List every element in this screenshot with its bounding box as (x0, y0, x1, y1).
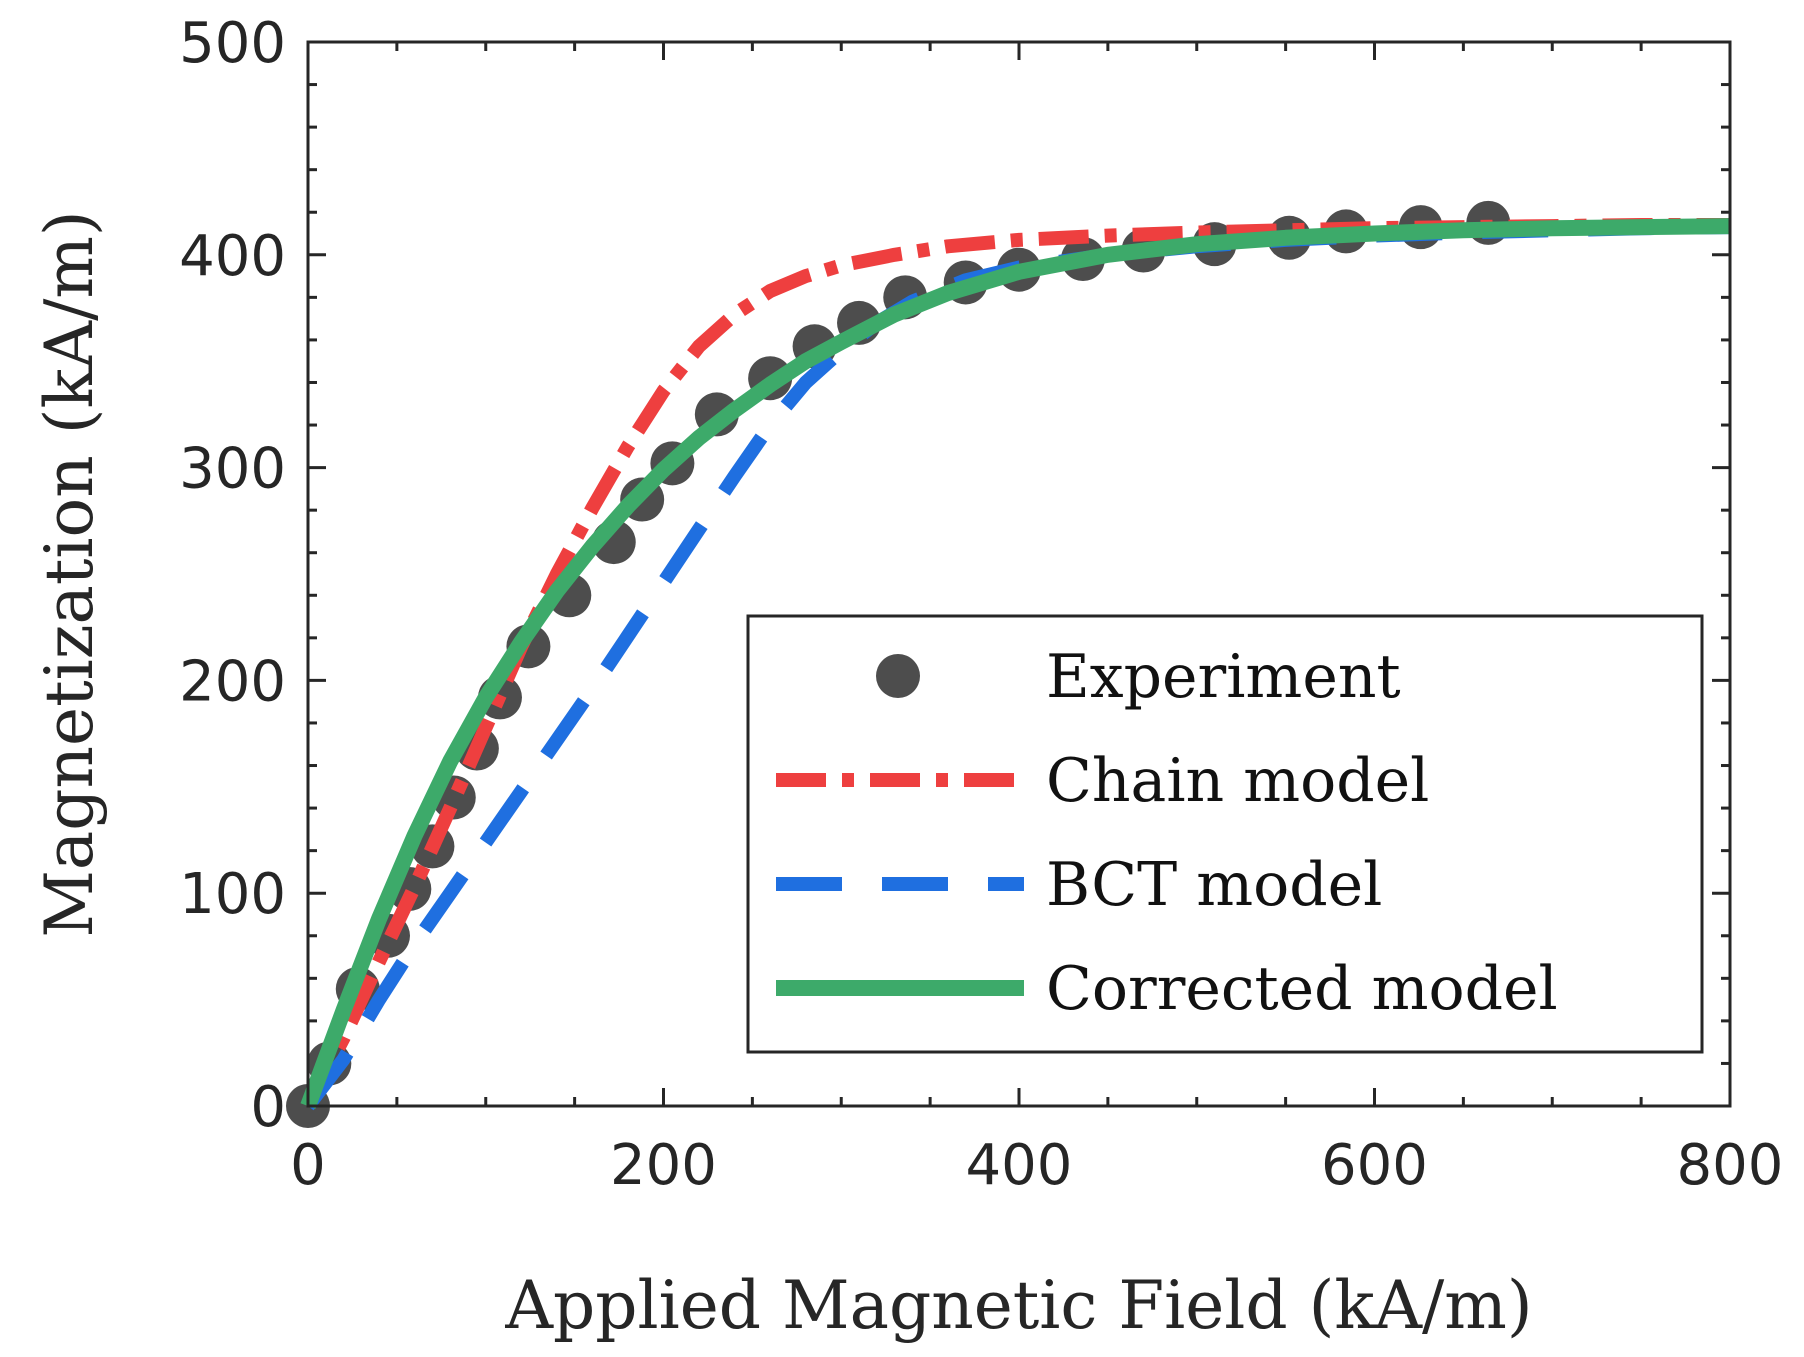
legend: Experiment Chain model BCT model Correct… (746, 614, 1704, 1054)
legend-label-experiment: Experiment (1046, 642, 1401, 712)
legend-entry-experiment: Experiment (876, 642, 1401, 712)
y-axis-title: Magnetization (kA/m) (31, 210, 108, 937)
y-tick-label: 0 (250, 1075, 286, 1140)
y-tick-label: 400 (179, 224, 286, 289)
legend-label-corrected-model: Corrected model (1046, 954, 1558, 1024)
y-tick-label: 200 (179, 649, 286, 714)
legend-label-chain-model: Chain model (1046, 746, 1429, 816)
legend-entry-corrected-model: Corrected model (776, 954, 1558, 1024)
x-tick-label: 600 (1321, 1133, 1428, 1198)
legend-entry-chain-model: Chain model (776, 746, 1429, 816)
y-tick-label: 300 (179, 437, 286, 502)
x-axis-title: Applied Magnetic Field (kA/m) (504, 1267, 1532, 1344)
series-line-corrected-model (300, 218, 1731, 1109)
plot-area-frame (306, 40, 1732, 1108)
series-layer (286, 200, 1731, 1128)
x-tick-label: 200 (610, 1133, 717, 1198)
legend-marker-experiment (876, 654, 920, 698)
y-tick-label: 100 (179, 862, 286, 927)
x-tick-label: 800 (1677, 1133, 1784, 1198)
legend-entry-bct-model: BCT model (776, 850, 1382, 920)
legend-label-bct-model: BCT model (1046, 850, 1382, 920)
x-tick-label: 0 (290, 1133, 326, 1198)
x-tick-label: 400 (966, 1133, 1073, 1198)
tick-labels: 0 200 400 600 800 0 100 200 300 400 500 (179, 11, 1783, 1198)
y-tick-label: 500 (179, 11, 286, 76)
